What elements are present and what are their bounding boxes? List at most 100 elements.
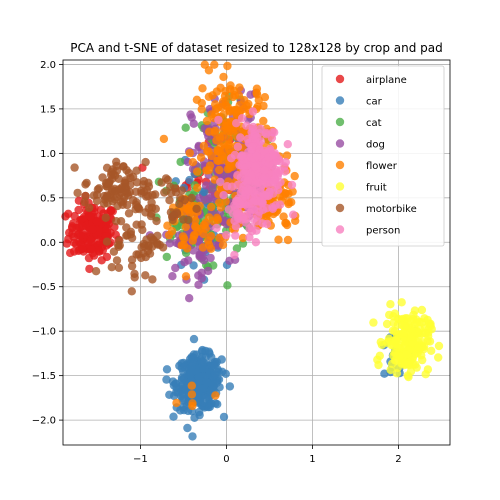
data-point-flower bbox=[219, 72, 228, 82]
data-point-motorbike bbox=[141, 157, 150, 167]
data-point-flower bbox=[212, 87, 221, 96]
data-point-flower bbox=[215, 165, 224, 175]
data-point-flower bbox=[210, 128, 219, 137]
data-point-fruit bbox=[397, 298, 406, 307]
data-point-motorbike bbox=[130, 273, 139, 282]
legend-label-fruit: fruit bbox=[366, 183, 387, 194]
data-point-airplane bbox=[94, 246, 104, 255]
data-point-fruit bbox=[402, 350, 412, 359]
legend-marker-dog bbox=[335, 139, 345, 148]
data-point-flower bbox=[197, 105, 206, 114]
legend-label-cat: cat bbox=[366, 118, 382, 129]
data-point-flower bbox=[260, 93, 270, 102]
data-point-motorbike bbox=[153, 240, 162, 249]
legend-marker-cat bbox=[335, 117, 345, 127]
legend-label-person: person bbox=[366, 226, 400, 237]
data-point-flower bbox=[282, 219, 291, 228]
data-point-dog bbox=[168, 272, 177, 281]
y-tick-label: 1.0 bbox=[40, 149, 56, 160]
data-point-flower bbox=[211, 100, 220, 109]
data-point-airplane bbox=[79, 212, 89, 222]
legend-label-motorbike: motorbike bbox=[366, 204, 417, 215]
y-tick-label: −0.5 bbox=[32, 282, 56, 293]
data-point-person bbox=[262, 219, 272, 229]
data-point-flower bbox=[225, 106, 234, 115]
legend-marker-fruit bbox=[335, 182, 345, 191]
data-point-dog bbox=[185, 294, 194, 303]
data-point-person bbox=[241, 215, 250, 224]
data-point-flower bbox=[223, 61, 232, 71]
data-point-car bbox=[199, 358, 208, 367]
data-point-flower bbox=[181, 272, 191, 281]
data-point-motorbike bbox=[152, 216, 161, 226]
data-point-person bbox=[237, 151, 246, 161]
data-point-person bbox=[274, 185, 283, 195]
data-point-person bbox=[287, 180, 297, 190]
data-point-motorbike bbox=[127, 255, 137, 264]
data-point-car bbox=[169, 412, 178, 421]
data-point-airplane bbox=[68, 222, 77, 231]
data-point-person bbox=[259, 146, 269, 156]
data-point-flower bbox=[180, 234, 189, 243]
data-point-person bbox=[251, 179, 260, 189]
legend-label-car: car bbox=[366, 97, 383, 108]
legend-marker-airplane bbox=[335, 74, 345, 84]
data-point-airplane bbox=[86, 212, 95, 221]
data-point-motorbike bbox=[122, 166, 131, 175]
x-tick-label: −1 bbox=[133, 454, 148, 465]
y-tick-label: 1.5 bbox=[40, 104, 56, 115]
series-person bbox=[212, 107, 298, 260]
axes: −1 0 1 2 −2.0 −1.5 −1.0 −0.5 0.0 0.5 1.0 1.5 2.0 bbox=[32, 59, 451, 465]
data-point-motorbike bbox=[141, 271, 150, 280]
data-point-fruit bbox=[403, 360, 412, 369]
data-point-flower bbox=[201, 218, 210, 227]
data-point-person bbox=[232, 119, 241, 128]
data-point-motorbike bbox=[132, 166, 141, 175]
data-point-dog bbox=[194, 194, 204, 203]
data-point-person bbox=[234, 194, 243, 203]
data-point-flower bbox=[221, 197, 230, 206]
data-point-car bbox=[189, 261, 198, 270]
data-point-flower bbox=[212, 213, 222, 222]
data-point-person bbox=[252, 151, 261, 161]
data-point-motorbike bbox=[102, 163, 112, 172]
data-point-fruit bbox=[398, 335, 407, 344]
data-point-person bbox=[216, 177, 225, 187]
data-point-flower bbox=[202, 166, 211, 175]
data-point-flower bbox=[181, 222, 190, 232]
data-point-motorbike bbox=[142, 192, 151, 201]
data-point-flower bbox=[179, 240, 188, 250]
data-point-fruit bbox=[417, 305, 427, 315]
data-point-dog bbox=[225, 256, 234, 265]
data-point-dog bbox=[197, 274, 206, 283]
data-point-flower bbox=[187, 381, 196, 390]
data-point-motorbike bbox=[109, 169, 118, 179]
data-point-flower bbox=[288, 187, 297, 196]
data-point-car bbox=[225, 382, 235, 391]
data-point-person bbox=[249, 197, 258, 206]
data-point-airplane bbox=[106, 206, 115, 215]
data-point-car bbox=[178, 396, 188, 405]
data-point-fruit bbox=[393, 363, 402, 373]
data-point-fruit bbox=[386, 365, 395, 375]
legend-label-dog: dog bbox=[366, 140, 385, 151]
data-point-car bbox=[209, 360, 218, 370]
data-point-flower bbox=[259, 116, 268, 126]
data-point-fruit bbox=[434, 353, 443, 362]
data-point-motorbike bbox=[131, 187, 140, 196]
data-point-motorbike bbox=[143, 246, 153, 256]
legend: airplane car cat dog flower fruit motorbike per… bbox=[321, 65, 445, 247]
series-fruit bbox=[369, 298, 444, 382]
data-point-motorbike bbox=[113, 240, 123, 250]
data-point-car bbox=[195, 410, 204, 420]
data-point-person bbox=[239, 181, 248, 191]
data-point-person bbox=[260, 172, 269, 181]
data-points bbox=[61, 60, 444, 441]
data-point-person bbox=[247, 142, 257, 151]
data-point-fruit bbox=[391, 336, 400, 345]
data-point-flower bbox=[212, 136, 221, 145]
data-point-car bbox=[173, 388, 182, 397]
data-point-fruit bbox=[376, 337, 385, 347]
data-point-airplane bbox=[88, 225, 98, 234]
chart-title: PCA and t-SNE of dataset resized to 128x… bbox=[70, 41, 443, 55]
